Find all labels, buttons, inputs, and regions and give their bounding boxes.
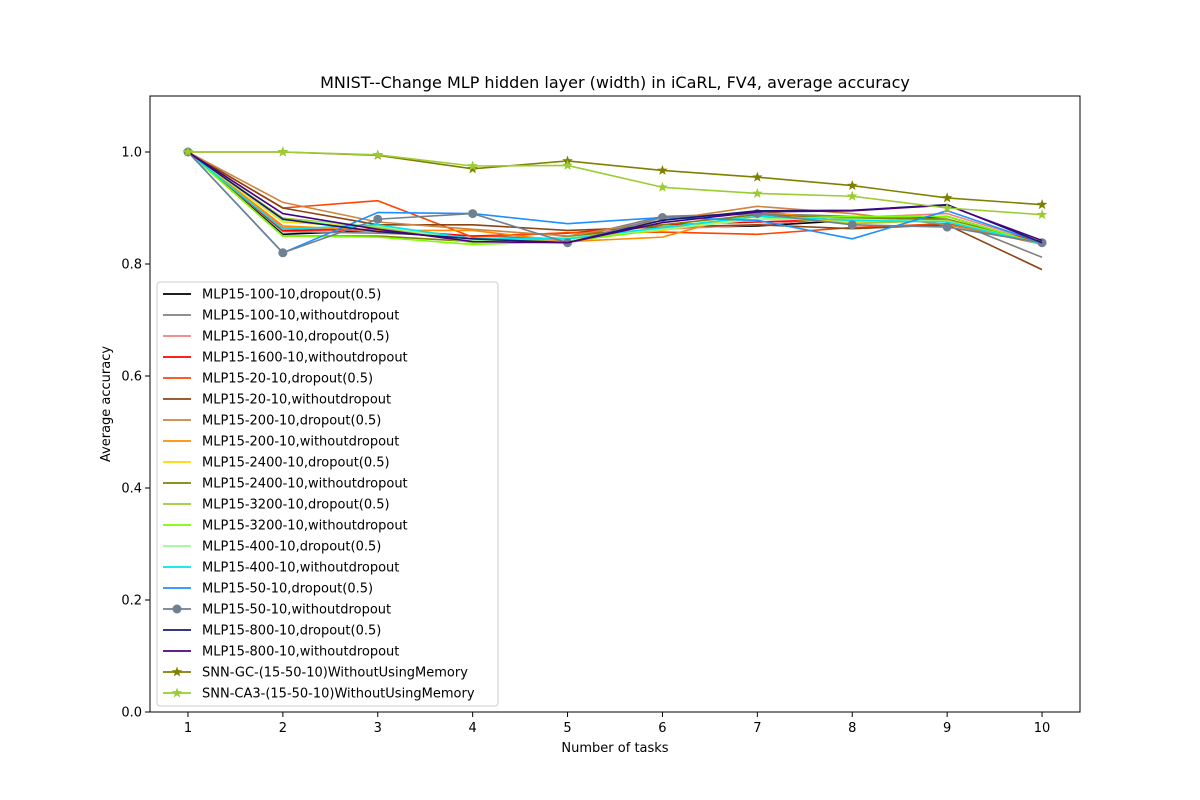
legend-label-10: MLP15-3200-10,dropout(0.5) (202, 498, 390, 513)
y-tick-label-4: 0.8 (121, 258, 142, 273)
y-axis: 0.0 0.2 0.4 0.6 0.8 1.0 (121, 146, 150, 721)
legend-label-14: MLP15-50-10,dropout(0.5) (202, 582, 373, 597)
data-point-19-7 (847, 190, 858, 201)
plot-frame (149, 95, 1081, 713)
legend-label-19: SNN-CA3-(15-50-10)WithoutUsingMemory (202, 687, 475, 702)
series-line-17 (187, 151, 1043, 244)
y-axis-label: Average accuracy (99, 346, 114, 462)
data-point-18-7 (847, 180, 858, 191)
legend-label-17: MLP15-800-10,withoutdropout (202, 645, 399, 660)
legend-item-15: MLP15-50-10,withoutdropout (163, 603, 391, 618)
data-point-19-3 (467, 160, 478, 171)
series-line-14 (187, 151, 1043, 254)
data-point-18-8 (941, 192, 953, 203)
y-tick-label-5: 1.0 (121, 146, 142, 161)
series-layer (182, 146, 1048, 271)
legend-box (156, 281, 499, 707)
legend-item-13: MLP15-400-10,withoutdropout (163, 561, 399, 576)
legend-item-19: SNN-CA3-(15-50-10)WithoutUsingMemory (163, 687, 475, 702)
x-tick-label-0: 1 (184, 721, 192, 736)
legend-marker-19 (171, 687, 183, 698)
legend-item-1: MLP15-100-10,withoutdropout (163, 309, 399, 324)
legend-item-3: MLP15-1600-10,withoutdropout (163, 351, 408, 366)
series-17 (187, 151, 1043, 244)
data-point-15-2 (373, 214, 383, 224)
legend-item-12: MLP15-400-10,dropout(0.5) (163, 540, 381, 555)
data-point-19-5 (657, 181, 668, 192)
x-tick-label-9: 10 (1034, 721, 1051, 736)
data-point-15-7 (847, 220, 857, 230)
data-point-15-3 (468, 209, 478, 219)
legend-label-9: MLP15-2400-10,withoutdropout (202, 477, 408, 492)
legend-item-18: SNN-GC-(15-50-10)WithoutUsingMemory (163, 666, 468, 681)
legend: MLP15-100-10,dropout(0.5) MLP15-100-10,wi… (156, 281, 499, 707)
legend-item-8: MLP15-2400-10,dropout(0.5) (163, 456, 390, 471)
legend-item-17: MLP15-800-10,withoutdropout (163, 645, 399, 660)
legend-item-9: MLP15-2400-10,withoutdropout (163, 477, 408, 492)
y-tick-label-3: 0.6 (121, 370, 142, 385)
data-point-19-0 (182, 146, 194, 157)
legend-label-16: MLP15-800-10,dropout(0.5) (202, 624, 381, 639)
series-19 (182, 146, 1048, 220)
legend-label-7: MLP15-200-10,withoutdropout (202, 435, 399, 450)
x-tick-label-6: 7 (753, 721, 761, 736)
data-point-15-8 (942, 222, 952, 232)
data-point-15-1 (278, 248, 288, 258)
legend-label-12: MLP15-400-10,dropout(0.5) (202, 540, 381, 555)
data-point-19-4 (562, 159, 573, 170)
legend-item-0: MLP15-100-10,dropout(0.5) (163, 288, 381, 303)
series-line-19 (187, 151, 1043, 216)
data-point-19-8 (941, 202, 953, 213)
series-line-15 (187, 151, 1043, 254)
data-point-19-6 (752, 187, 763, 198)
y-tick-label-1: 0.2 (121, 594, 142, 609)
legend-item-2: MLP15-1600-10,dropout(0.5) (163, 330, 390, 345)
chart-title: MNIST--Change MLP hidden layer (width) i… (320, 73, 910, 92)
series-14 (187, 151, 1043, 254)
data-point-18-9 (1036, 199, 1048, 210)
legend-item-4: MLP15-20-10,dropout(0.5) (163, 372, 373, 387)
legend-label-15: MLP15-50-10,withoutdropout (202, 603, 391, 618)
x-tick-label-5: 6 (658, 721, 666, 736)
y-tick-label-0: 0.0 (121, 706, 142, 721)
legend-marker-18 (171, 666, 183, 677)
legend-label-5: MLP15-20-10,withoutdropout (202, 393, 391, 408)
data-point-18-5 (657, 164, 668, 175)
x-tick-label-8: 9 (943, 721, 951, 736)
legend-label-0: MLP15-100-10,dropout(0.5) (202, 288, 381, 303)
legend-label-2: MLP15-1600-10,dropout(0.5) (202, 330, 390, 345)
legend-label-18: SNN-GC-(15-50-10)WithoutUsingMemory (202, 666, 468, 681)
legend-label-1: MLP15-100-10,withoutdropout (202, 309, 399, 324)
x-tick-label-4: 5 (563, 721, 571, 736)
legend-label-11: MLP15-3200-10,withoutdropout (202, 519, 408, 534)
data-point-19-1 (277, 146, 289, 157)
x-axis: 1 2 3 4 5 6 7 8 9 10 (184, 712, 1050, 736)
legend-label-3: MLP15-1600-10,withoutdropout (202, 351, 408, 366)
legend-item-10: MLP15-3200-10,dropout(0.5) (163, 498, 390, 513)
x-axis-label: Number of tasks (561, 741, 668, 756)
legend-item-11: MLP15-3200-10,withoutdropout (163, 519, 408, 534)
legend-item-14: MLP15-50-10,dropout(0.5) (163, 582, 373, 597)
legend-label-8: MLP15-2400-10,dropout(0.5) (202, 456, 390, 471)
legend-marker-15 (172, 604, 182, 614)
legend-item-5: MLP15-20-10,withoutdropout (163, 393, 391, 408)
legend-item-7: MLP15-200-10,withoutdropout (163, 435, 399, 450)
legend-label-4: MLP15-20-10,dropout(0.5) (202, 372, 373, 387)
x-tick-label-3: 4 (469, 721, 477, 736)
x-tick-label-1: 2 (279, 721, 287, 736)
legend-label-6: MLP15-200-10,dropout(0.5) (202, 414, 381, 429)
data-point-19-2 (372, 149, 383, 160)
x-tick-label-2: 3 (374, 721, 382, 736)
legend-item-6: MLP15-200-10,dropout(0.5) (163, 414, 381, 429)
data-point-18-6 (752, 171, 763, 182)
x-tick-label-7: 8 (848, 721, 856, 736)
data-point-19-9 (1036, 209, 1048, 220)
legend-label-13: MLP15-400-10,withoutdropout (202, 561, 399, 576)
y-tick-label-2: 0.4 (121, 482, 142, 497)
legend-item-16: MLP15-800-10,dropout(0.5) (163, 624, 381, 639)
